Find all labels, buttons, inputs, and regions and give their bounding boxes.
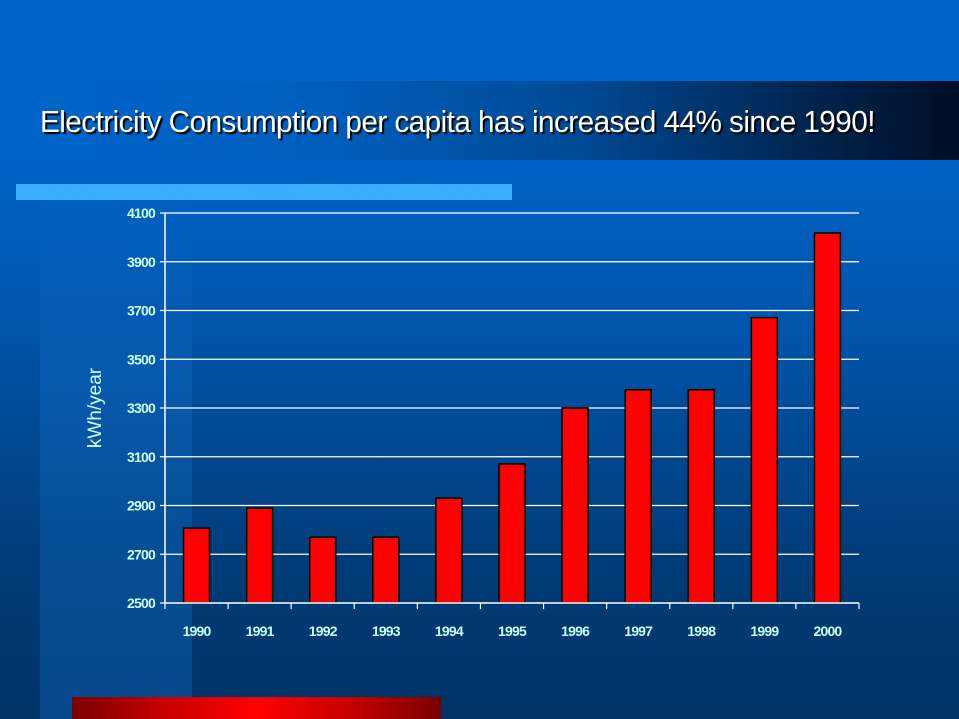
y-tick-label: 3500 <box>127 351 156 367</box>
y-tick-label: 3700 <box>127 303 156 319</box>
y-tick-label: 2900 <box>127 498 156 514</box>
x-tick-label: 1990 <box>183 623 212 639</box>
bar-1999 <box>750 316 779 604</box>
x-tick-label: 1993 <box>372 623 401 639</box>
x-tick-label: 2000 <box>813 623 842 639</box>
y-tick-label: 2500 <box>127 595 156 611</box>
slide-title: Electricity Consumption per capita has i… <box>40 104 875 139</box>
x-tick-label: 1995 <box>498 623 527 639</box>
bars <box>182 232 842 604</box>
y-tick-label: 2700 <box>127 546 156 562</box>
x-tick-label: 1999 <box>750 623 779 639</box>
y-tick-label: 3900 <box>127 254 156 270</box>
bar-1998 <box>687 388 716 604</box>
x-tick-label: 1994 <box>435 623 464 639</box>
bar-1996 <box>561 407 589 604</box>
bar-2000 <box>813 232 842 604</box>
bar-1995 <box>498 463 526 604</box>
title-band <box>0 81 959 160</box>
x-tick-label: 1991 <box>246 623 275 639</box>
y-tick-label: 3300 <box>127 400 156 416</box>
y-axis-label: kWh/year <box>85 367 106 448</box>
x-tick-labels: 1990 1991 1992 1993 1994 1995 1996 1997 1998 1999… <box>183 623 844 639</box>
y-tick-label: 4100 <box>127 205 156 221</box>
axes <box>164 213 860 609</box>
x-tick-label: 1998 <box>687 623 716 639</box>
bar-1993 <box>372 536 400 604</box>
x-tick-label: 1992 <box>309 623 338 639</box>
bar-1990 <box>182 527 211 604</box>
x-tick-label: 1997 <box>624 623 653 639</box>
bar-1997 <box>624 388 652 604</box>
y-tick-labels: 2500 2700 2900 3100 3300 3500 3700 3900 4100 <box>127 205 157 611</box>
decorative-left-stripe <box>40 200 192 719</box>
bar-1991 <box>245 507 274 604</box>
y-tick-label: 3100 <box>127 449 156 465</box>
decorative-accent-bar <box>16 184 512 200</box>
bar-1994 <box>435 497 463 604</box>
bar-1992 <box>308 536 337 604</box>
x-tick-label: 1996 <box>561 623 590 639</box>
decorative-bottom-bar <box>72 697 441 719</box>
